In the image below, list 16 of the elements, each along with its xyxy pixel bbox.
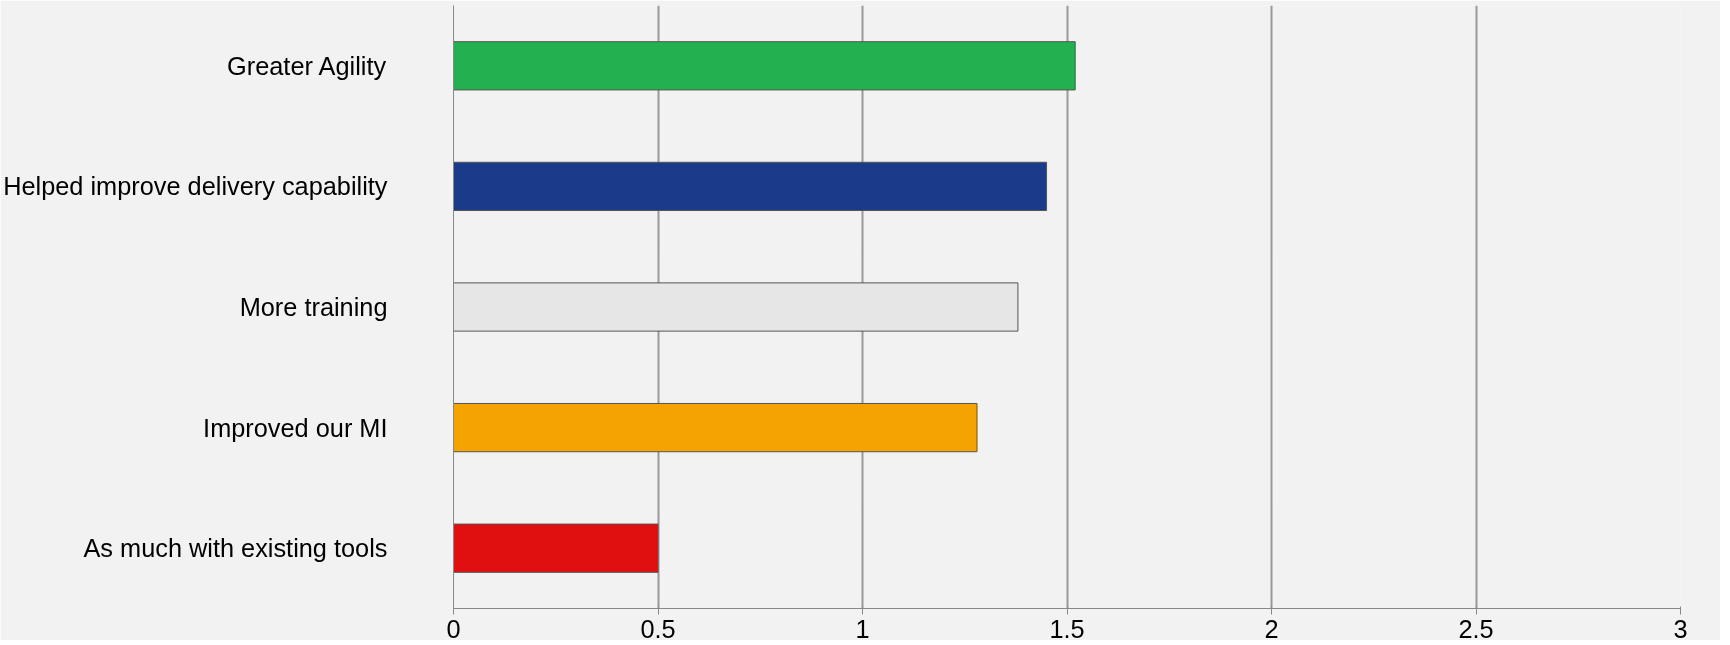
x-tick-label: 0.5 [640,614,676,643]
y-tick-label: More training [239,293,388,321]
bar [453,41,1076,91]
x-tick-label: 2.5 [1458,614,1494,643]
y-tick-label: As much with existing tools [83,534,388,563]
bar [453,402,978,453]
y-tick-label: Improved our MI [203,413,388,442]
bar [453,523,659,573]
y-tick-label: Helped improve delivery capability [3,172,388,201]
y-tick-label: Greater Agility [227,51,387,80]
x-tick-label: 1.5 [1049,614,1085,643]
bar [453,161,1048,212]
x-tick-label: 3 [1673,614,1688,643]
x-tick-label: 1 [855,614,870,643]
x-tick-label: 0 [446,614,461,643]
x-tick-label: 2 [1264,614,1279,643]
